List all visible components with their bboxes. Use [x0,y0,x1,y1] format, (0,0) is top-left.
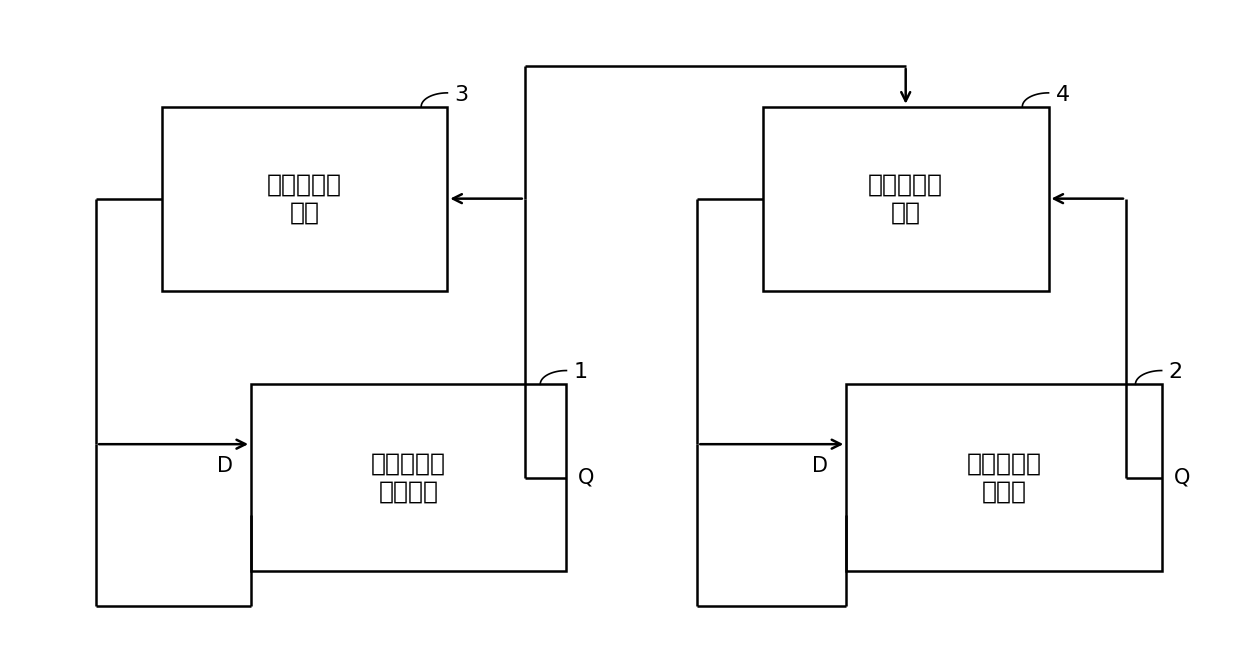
Text: 轮密钥迭代
寄存器堆: 轮密钥迭代 寄存器堆 [371,452,446,504]
Bar [250,384,567,571]
Text: Q: Q [1173,468,1190,488]
Text: D: D [217,456,233,476]
Bar [763,107,1049,291]
Text: Q: Q [578,468,595,488]
Text: 3: 3 [455,84,469,105]
Text: 2: 2 [1169,363,1183,382]
Text: 1: 1 [574,363,588,382]
Text: 4: 4 [1055,84,1070,105]
Text: 数据迭代寄
存器堆: 数据迭代寄 存器堆 [966,452,1042,504]
Text: D: D [812,456,828,476]
Bar [846,384,1162,571]
Bar [161,107,448,291]
Text: 第一轮操作
单元: 第一轮操作 单元 [267,173,342,224]
Text: 第二轮操作
单元: 第二轮操作 单元 [868,173,944,224]
